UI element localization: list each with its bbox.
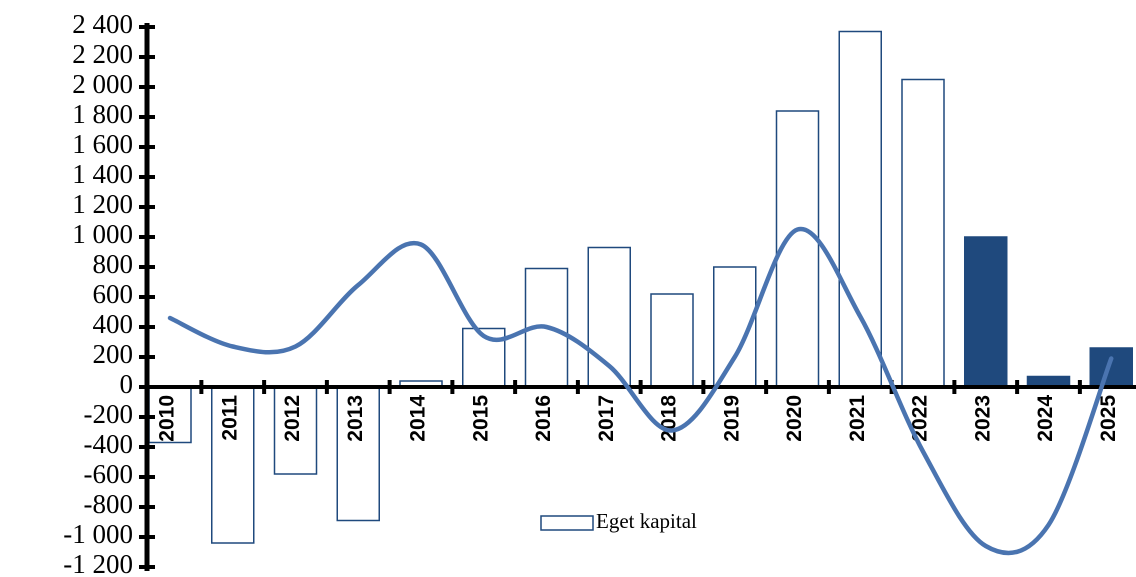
y-tick-label: 1 800 [72, 99, 133, 129]
x-tick-label: 2010 [156, 395, 179, 442]
bar [211, 386, 255, 544]
y-tick-label: -800 [84, 489, 134, 519]
x-tick-label: 2021 [846, 395, 869, 442]
y-tick-label: 1 000 [72, 219, 133, 249]
y-tick-label: 800 [93, 249, 134, 279]
y-tick-label: -600 [84, 459, 134, 489]
x-tick-label: 2024 [1034, 395, 1057, 442]
x-tick-label: 2014 [407, 395, 430, 442]
y-tick-label: 1 400 [72, 159, 133, 189]
x-tick-label: 2015 [469, 395, 492, 442]
x-tick-label: 2023 [971, 395, 994, 442]
x-tick-label: 2018 [658, 395, 681, 442]
x-tick-label: 2017 [595, 395, 618, 442]
x-tick-label: 2020 [783, 395, 806, 442]
y-tick-label: 0 [120, 369, 134, 399]
y-tick-label: -1 200 [63, 549, 133, 577]
x-tick-label: 2025 [1097, 395, 1120, 442]
y-tick-label: -400 [84, 429, 134, 459]
y-tick-label: -1 000 [63, 519, 133, 549]
y-tick-label: 600 [93, 279, 134, 309]
bar [838, 30, 882, 388]
bar [1089, 347, 1133, 388]
x-tick-label: 2022 [909, 395, 932, 442]
y-tick-label: 400 [93, 309, 134, 339]
legend-swatch [540, 515, 594, 531]
y-tick-label: 200 [93, 339, 134, 369]
x-tick-label: 2013 [344, 395, 367, 442]
bar [901, 78, 945, 388]
line [167, 226, 1114, 556]
y-tick-label: -200 [84, 399, 134, 429]
x-tick-label: 2019 [720, 395, 743, 442]
y-tick-label: 1 600 [72, 129, 133, 159]
bar [336, 386, 380, 522]
bar [964, 236, 1008, 388]
y-tick-label: 1 200 [72, 189, 133, 219]
legend-label: Eget kapital [596, 509, 697, 533]
bar [650, 293, 694, 388]
y-tick-label: 2 200 [72, 39, 133, 69]
y-tick-label: 2 400 [72, 9, 133, 39]
y-tick-label: 2 000 [72, 69, 133, 99]
x-tick-label: 2016 [532, 395, 555, 442]
x-tick-label: 2012 [281, 395, 304, 442]
x-tick-label: 2011 [218, 395, 241, 441]
